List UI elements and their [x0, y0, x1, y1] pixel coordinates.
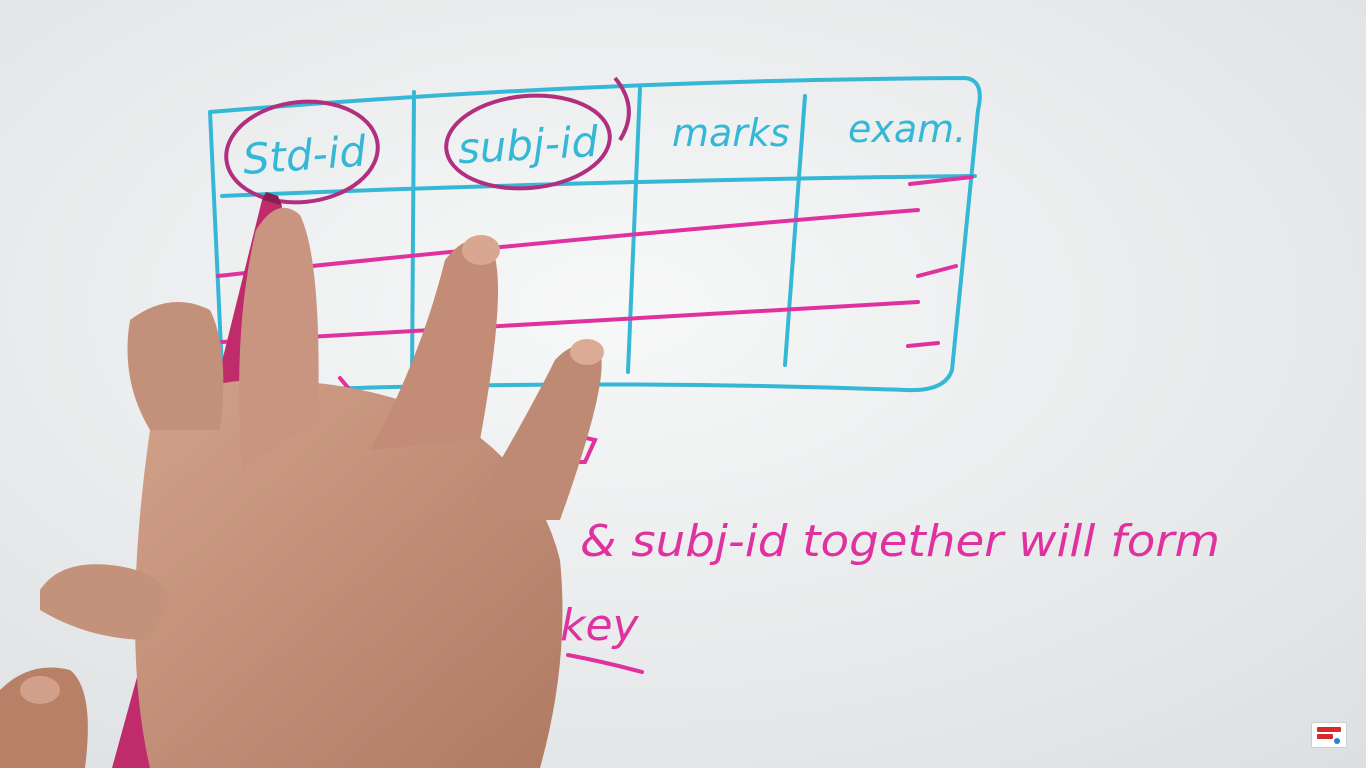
row-line-2 [220, 300, 920, 344]
header-std-id: Std-id [241, 126, 368, 184]
row-tick-3 [906, 341, 940, 348]
row-tick-2 [916, 264, 958, 278]
ring-fingernail [570, 339, 604, 365]
middle-finger [370, 240, 498, 450]
channel-logo-icon[interactable] [1311, 722, 1347, 748]
header-marks: marks [672, 111, 790, 155]
marker-tip [262, 192, 282, 206]
ring-finger [465, 345, 602, 520]
palm [135, 380, 563, 768]
note-phrase: & subj-id together will form [580, 516, 1220, 567]
row-line-1 [216, 208, 920, 278]
table-headers: Std-id subj-id marks exam. [241, 107, 966, 184]
table-header-divider [220, 174, 977, 198]
logo-bar-top [1317, 727, 1341, 732]
back-finger [127, 302, 224, 430]
column-divider-3 [783, 94, 807, 367]
header-subj-id: subj-id [457, 117, 600, 173]
row-tick-1 [908, 175, 974, 186]
circle-tail [613, 76, 631, 142]
note-key: key [560, 600, 640, 651]
circle-subj-id [444, 93, 612, 191]
thumb-nail [20, 676, 60, 704]
key-circles [224, 76, 631, 205]
logo-dot [1334, 738, 1340, 744]
circle-std-id [224, 99, 380, 205]
header-exam: exam. [848, 107, 966, 151]
presenter-hand [0, 192, 604, 768]
middle-fingernail [462, 235, 500, 265]
index-finger [239, 207, 319, 470]
side-finger [40, 564, 170, 640]
handwritten-notes: & subj-id together will form key [560, 516, 1220, 674]
column-divider-2 [626, 86, 642, 374]
column-divider-1 [410, 90, 416, 380]
key-underline [566, 653, 644, 674]
logo-bar-bottom [1317, 734, 1333, 739]
